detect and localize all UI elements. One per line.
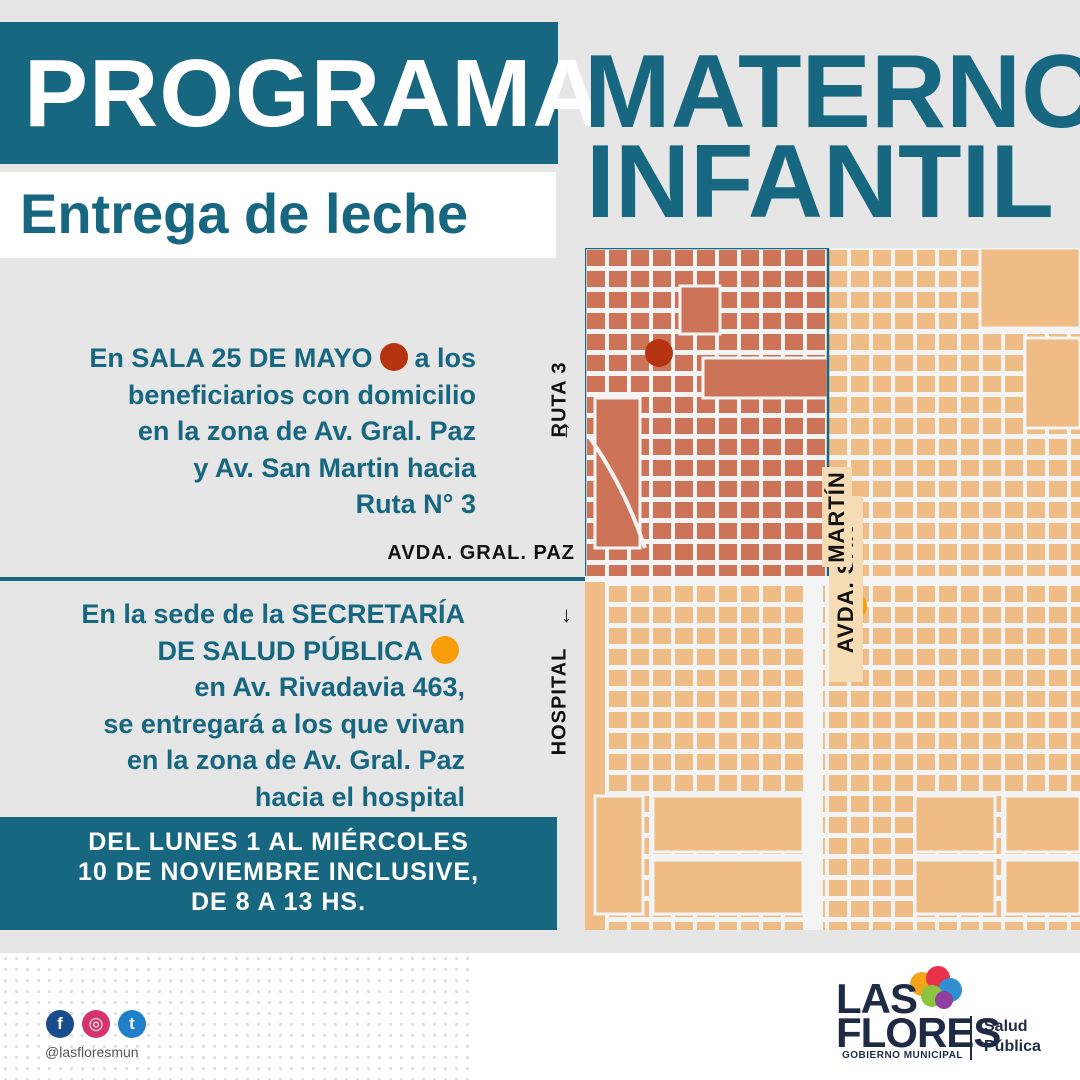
title-infantil: INFANTIL: [586, 124, 1054, 240]
logo-salud-publica: Salud Pública: [984, 1017, 1041, 1057]
gral-paz-divider: [0, 577, 585, 581]
sala-info: En SALA 25 DE MAYO a los beneficiarios co…: [20, 340, 476, 523]
logo-salud: Salud: [984, 1018, 1028, 1035]
programa-title: PROGRAMA: [24, 40, 603, 147]
secretaria-line4: se entregará a los que vivan: [103, 708, 465, 739]
sala-line3: en la zona de Av. Gral. Paz: [137, 416, 476, 446]
dates-line3: DE 8 A 13 HS.: [190, 888, 367, 916]
secretaria-line5: en la zona de Av. Gral. Paz: [126, 745, 465, 775]
logo-separator: [970, 1016, 972, 1060]
dates-line2: 10 DE NOVIEMBRE INCLUSIVE,: [77, 858, 480, 886]
arrow-down-icon: ←: [550, 605, 575, 627]
sala-line1-pre: En SALA 25 DE MAYO: [89, 343, 373, 373]
logo-flores: FLORES: [836, 1009, 1001, 1056]
logo-las: LAS: [836, 975, 918, 1022]
secretaria-line1: En la sede de la SECRETARÍA: [81, 599, 465, 629]
gral-paz-label: AVDA. GRAL. PAZ: [387, 542, 575, 564]
social-handle: @lasfloresmun: [45, 1044, 139, 1060]
hospital-label: HOSPITAL: [548, 647, 571, 756]
secretaria-line3: en Av. Rivadavia 463,: [194, 672, 465, 702]
sala-line1-post: a los: [414, 343, 476, 373]
footer-dot-pattern: [0, 953, 470, 1080]
orange-dot-icon: [431, 635, 459, 664]
programa-banner: PROGRAMA: [0, 22, 602, 164]
title-materno: MATERNO: [584, 34, 1080, 150]
sala-marker: [645, 339, 673, 367]
dates-line1: DEL LUNES 1 AL MIÉRCOLES: [88, 828, 469, 856]
subtitle-banner: Entrega de leche: [0, 172, 556, 258]
red-dot-icon: [380, 343, 409, 371]
logo-publica: Pública: [984, 1038, 1041, 1055]
sala-line5: Ruta N° 3: [355, 489, 476, 519]
logo-flower-icon: [910, 966, 962, 1009]
martin-label: MARTÍN: [822, 467, 852, 567]
facebook-icon[interactable]: f: [46, 1010, 74, 1038]
secretaria-line2: DE SALUD PÚBLICA: [157, 635, 423, 666]
arrow-up-icon: →: [550, 420, 575, 442]
twitter-icon[interactable]: t: [118, 1010, 146, 1038]
secretaria-line6: hacia el hospital: [254, 781, 465, 812]
secretaria-info: En la sede de la SECRETARÍA DE SALUD PÚB…: [10, 596, 465, 815]
logo-gobierno: GOBIERNO MUNICIPAL: [842, 1050, 964, 1061]
instagram-icon[interactable]: ◎: [82, 1010, 110, 1038]
subtitle-text: Entrega de leche: [20, 182, 469, 245]
sala-line2: beneficiarios con domicilio: [127, 379, 476, 410]
sala-line4: y Av. San Martin hacia: [193, 452, 476, 483]
dates-banner: DEL LUNES 1 AL MIÉRCOLES 10 DE NOVIEMBRE…: [0, 817, 557, 930]
